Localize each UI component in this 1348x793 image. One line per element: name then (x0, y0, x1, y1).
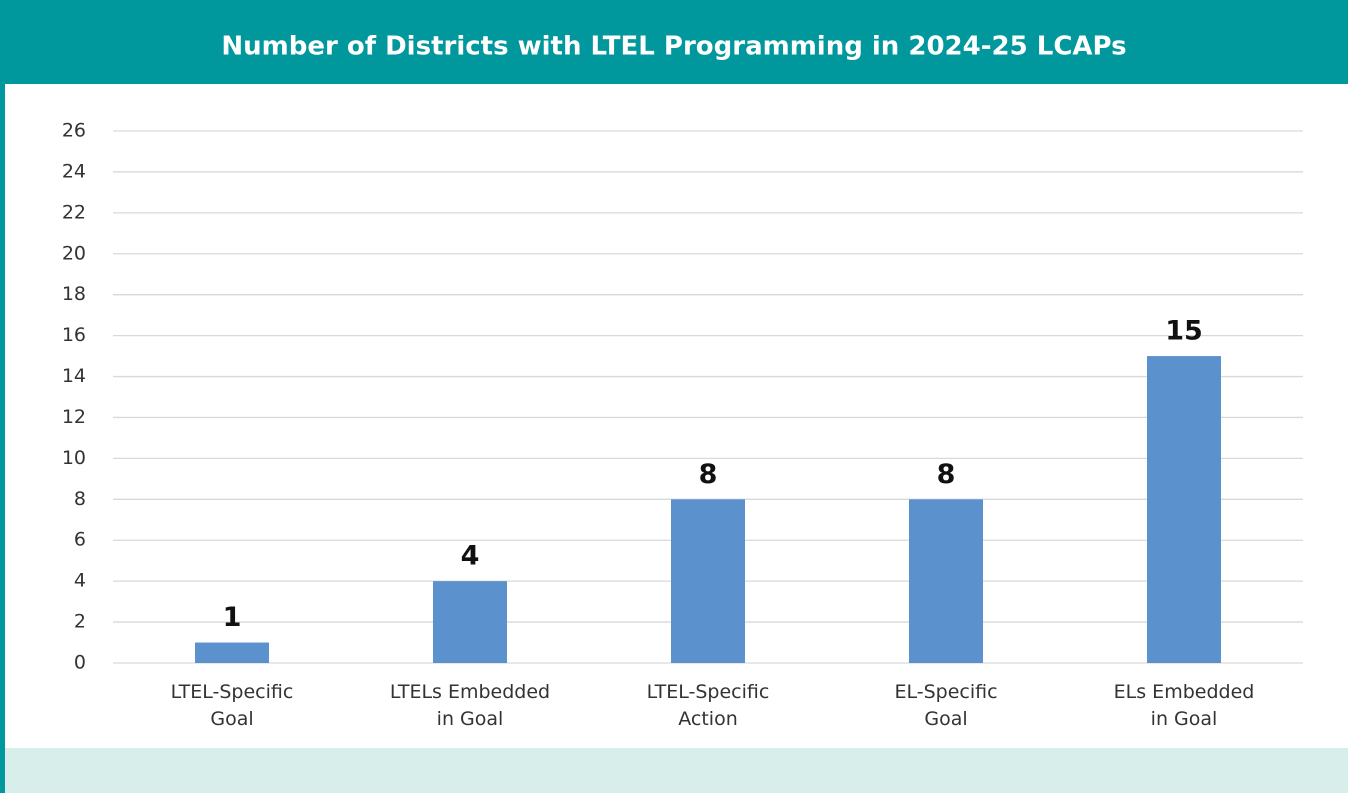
y-tick-label: 4 (74, 570, 86, 592)
data-label: 8 (937, 459, 956, 490)
data-label: 4 (461, 541, 480, 572)
x-tick-label: LTEL-Specific Goal (171, 681, 294, 730)
y-tick-label: 24 (62, 160, 86, 182)
y-tick-label: 6 (74, 529, 86, 551)
y-tick-label: 12 (62, 406, 86, 428)
footer-panel (5, 748, 1348, 793)
bar (671, 499, 745, 663)
bar (195, 642, 269, 663)
y-tick-label: 22 (62, 201, 86, 223)
bar (1147, 356, 1221, 663)
y-tick-label: 10 (62, 447, 86, 469)
y-tick-label: 0 (74, 652, 86, 674)
chart-title: Number of Districts with LTEL Programmin… (221, 32, 1126, 62)
y-tick-label: 16 (62, 324, 86, 346)
data-label: 1 (223, 602, 242, 633)
y-tick-label: 18 (62, 283, 86, 305)
data-label: 8 (699, 459, 718, 490)
x-tick-label: ELs Embedded in Goal (1114, 681, 1255, 730)
x-tick-label: LTEL-Specific Action (647, 681, 770, 730)
y-tick-label: 14 (62, 365, 86, 387)
left-border (0, 84, 5, 793)
bar (909, 499, 983, 663)
bar (433, 581, 507, 663)
header-bar (0, 0, 1348, 84)
y-tick-label: 2 (74, 611, 86, 633)
y-tick-label: 20 (62, 242, 86, 264)
x-tick-label: EL-Specific Goal (894, 681, 997, 730)
y-tick-label: 26 (62, 120, 86, 142)
x-tick-label: LTELs Embedded in Goal (390, 681, 550, 730)
data-label: 15 (1165, 316, 1203, 347)
y-tick-label: 8 (74, 488, 86, 510)
